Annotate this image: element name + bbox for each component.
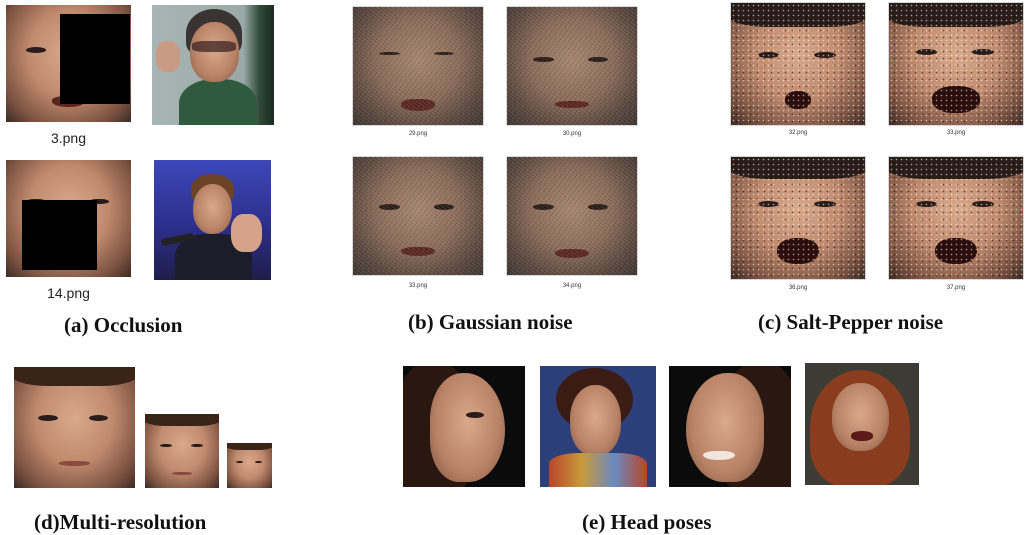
panel-caption-salt-pepper-noise: (c) Salt-Pepper noise (758, 310, 944, 334)
face-eye (379, 51, 400, 56)
file-name-29: 29.png (408, 131, 428, 137)
occlusion-block (59, 14, 130, 105)
head-pose-profile-left (403, 366, 525, 487)
person-face (570, 385, 622, 456)
occluded-face-thumbnail-3[interactable] (6, 5, 131, 122)
face-eye (533, 204, 554, 211)
saltpepper-face-thumbnail-36[interactable] (730, 156, 866, 280)
person-face (686, 373, 765, 483)
person-face (189, 21, 239, 82)
person-shoulders (178, 79, 257, 125)
panel-caption-occlusion: (a) Occlusion (64, 313, 183, 337)
gaussian-noise-overlay (353, 7, 483, 125)
face-eye (190, 443, 203, 448)
face-hair (145, 414, 219, 426)
face-mouth (401, 246, 435, 257)
face-eye (89, 415, 109, 422)
face-eye (587, 204, 609, 211)
face-resolution-large (14, 367, 135, 488)
face-eye (254, 461, 263, 464)
face-eye (433, 204, 455, 211)
file-name-36: 36.png (788, 285, 808, 291)
face-eye (466, 411, 484, 419)
face-mouth (172, 471, 192, 475)
occluded-face-thumbnail-14[interactable] (6, 160, 131, 277)
salt-pepper-overlay (731, 157, 865, 279)
gaussian-face-thumbnail-29[interactable] (352, 6, 484, 126)
person-scarf (549, 453, 647, 487)
face-hair (227, 443, 272, 451)
occlusion-block (22, 199, 98, 270)
person-face (192, 184, 233, 235)
panel-caption-multi-resolution: (d)Multi-resolution (34, 510, 207, 534)
saltpepper-face-thumbnail-33[interactable] (888, 2, 1024, 126)
panel-caption-head-poses: (e) Head poses (582, 510, 712, 534)
face-mouth (555, 101, 589, 109)
face-eye (433, 51, 455, 56)
file-name-14: 14.png (47, 285, 90, 301)
face-eye (159, 443, 172, 448)
salt-pepper-overlay (889, 157, 1023, 279)
person-face (429, 373, 506, 483)
face-resolution-small (227, 443, 272, 488)
salt-pepper-overlay (731, 3, 865, 125)
head-pose-older-woman (540, 366, 656, 487)
face-mouth (555, 249, 589, 259)
face-eye (38, 415, 58, 422)
file-name-30: 30.png (562, 131, 582, 137)
face-eye (533, 56, 554, 63)
gaussian-noise-overlay (507, 157, 637, 275)
file-name-34: 34.png (562, 283, 582, 289)
head-pose-crying-woman (805, 363, 919, 485)
face-mouth (703, 450, 735, 461)
raised-hand (231, 214, 262, 253)
file-name-33-gaussian: 33.png (408, 283, 428, 289)
glasses-icon (192, 41, 237, 52)
head-pose-smiling-side (669, 366, 791, 487)
occluded-photo-woman (152, 5, 274, 125)
occluded-photo-man (154, 160, 271, 280)
salt-pepper-overlay (889, 3, 1023, 125)
file-name-33-saltpepper: 33.png (946, 130, 966, 136)
face-eye (26, 47, 46, 53)
face-mouth (850, 431, 874, 442)
panel-caption-gaussian-noise: (b) Gaussian noise (408, 310, 573, 334)
face-mouth (58, 461, 91, 467)
face-eye (379, 204, 400, 211)
gaussian-face-thumbnail-34[interactable] (506, 156, 638, 276)
file-name-37: 37.png (946, 285, 966, 291)
face-eye (88, 198, 109, 205)
face-eye (587, 56, 609, 63)
face-mouth (401, 99, 435, 111)
gaussian-noise-overlay (507, 7, 637, 125)
saltpepper-face-thumbnail-32[interactable] (730, 2, 866, 126)
saltpepper-face-thumbnail-37[interactable] (888, 156, 1024, 280)
gaussian-noise-overlay (353, 157, 483, 275)
gaussian-face-thumbnail-33[interactable] (352, 156, 484, 276)
face-eye (236, 461, 244, 464)
face-resolution-medium (145, 414, 219, 488)
raised-fist (155, 41, 181, 73)
face-hair (14, 367, 135, 387)
gaussian-face-thumbnail-30[interactable] (506, 6, 638, 126)
file-name-3: 3.png (50, 130, 87, 146)
file-name-32: 32.png (788, 130, 808, 136)
